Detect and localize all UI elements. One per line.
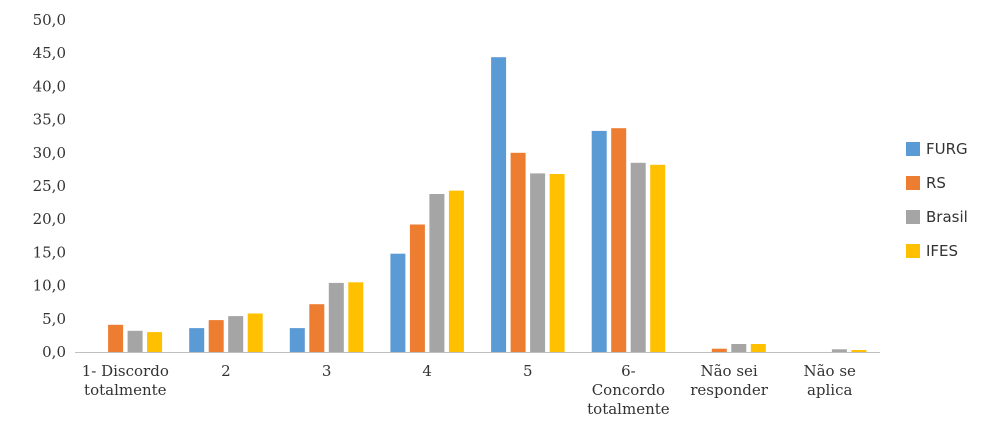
- y-tick-label: 15,0: [33, 243, 66, 261]
- x-tick-label: Não se: [803, 362, 856, 380]
- bar-brasil-7: [731, 344, 747, 352]
- bar-furg-6: [591, 130, 607, 352]
- bar-brasil-2: [228, 316, 244, 352]
- legend: FURG RS Brasil IFES: [906, 140, 968, 260]
- bar-rs-7: [711, 348, 727, 352]
- y-tick-label: 25,0: [33, 177, 66, 195]
- legend-label-rs: RS: [926, 174, 946, 192]
- x-tick-label: aplica: [807, 381, 853, 399]
- bar-brasil-5: [530, 173, 546, 352]
- y-tick-label: 30,0: [33, 144, 66, 162]
- x-tick-label: totalmente: [84, 381, 167, 399]
- bar-brasil-6: [630, 162, 646, 352]
- legend-label-furg: FURG: [926, 140, 968, 158]
- y-tick-label: 20,0: [33, 210, 66, 228]
- y-tick-label: 5,0: [42, 310, 66, 328]
- bar-furg-3: [289, 328, 305, 352]
- legend-swatch-furg: [906, 142, 920, 156]
- bar-ifes-7: [750, 344, 766, 352]
- y-axis: 0,0 5,0 10,0 15,0 20,0 25,0 30,0 35,0 40,0 45,0 50…: [33, 11, 66, 361]
- bar-rs-6: [611, 128, 627, 352]
- legend-swatch-ifes: [906, 244, 920, 258]
- bars: [108, 57, 867, 352]
- bar-brasil-4: [429, 194, 445, 352]
- y-tick-label: 50,0: [33, 11, 66, 29]
- bar-rs-3: [309, 304, 325, 352]
- bar-ifes-8: [851, 350, 867, 352]
- x-tick-label: Concordo: [592, 381, 665, 399]
- bar-rs-1: [108, 324, 124, 352]
- bar-rs-5: [510, 152, 526, 352]
- bar-furg-5: [491, 57, 507, 352]
- legend-swatch-rs: [906, 176, 920, 190]
- y-tick-label: 10,0: [33, 277, 66, 295]
- x-tick-label: 5: [523, 362, 533, 380]
- bar-ifes-5: [549, 174, 565, 352]
- bar-brasil-8: [831, 349, 847, 352]
- legend-label-ifes: IFES: [926, 242, 958, 260]
- bar-ifes-6: [650, 164, 666, 352]
- x-tick-label: 4: [422, 362, 432, 380]
- bar-furg-4: [390, 253, 406, 352]
- bar-brasil-3: [328, 282, 344, 352]
- y-tick-label: 35,0: [33, 111, 66, 129]
- bar-ifes-1: [147, 332, 163, 352]
- y-tick-label: 45,0: [33, 44, 66, 62]
- x-tick-label: 1- Discordo: [82, 362, 169, 380]
- x-tick-label: 2: [221, 362, 231, 380]
- x-tick-label: Não sei: [700, 362, 757, 380]
- bar-ifes-2: [247, 313, 263, 352]
- bar-rs-2: [208, 320, 224, 352]
- bar-rs-4: [409, 224, 425, 352]
- legend-swatch-brasil: [906, 210, 920, 224]
- x-tick-label: 6-: [621, 362, 636, 380]
- bar-furg-2: [189, 328, 205, 352]
- bar-brasil-1: [127, 330, 143, 352]
- y-tick-label: 40,0: [33, 77, 66, 95]
- x-tick-label: responder: [690, 381, 769, 399]
- legend-label-brasil: Brasil: [926, 208, 968, 226]
- bar-ifes-4: [448, 190, 464, 352]
- x-tick-label: 3: [322, 362, 332, 380]
- x-tick-label: totalmente: [587, 400, 670, 418]
- y-tick-label: 0,0: [42, 343, 66, 361]
- bar-ifes-3: [348, 282, 364, 352]
